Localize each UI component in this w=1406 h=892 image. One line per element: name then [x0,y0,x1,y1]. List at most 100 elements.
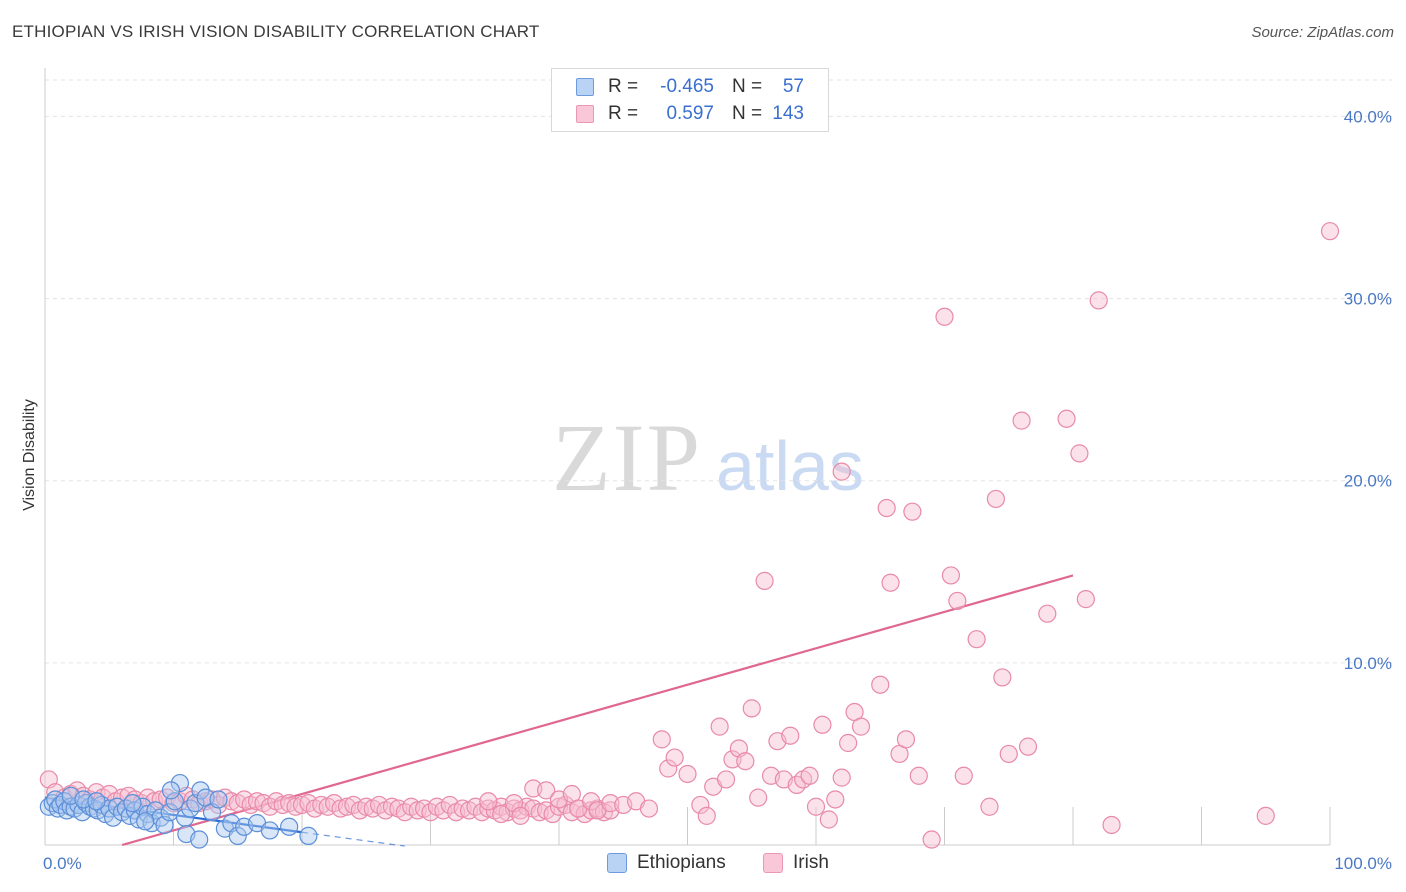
irish-point [716,770,736,789]
irish-point [832,768,851,787]
irish-point [826,790,845,809]
irish-point [691,795,710,815]
legend-swatch-ethiopians [607,853,627,873]
irish-point [941,566,961,585]
irish-point [710,717,729,736]
irish-point [832,462,851,481]
ethiopians-point [209,790,228,809]
x-tick-label: 0.0% [43,854,82,873]
irish-point [582,792,601,811]
legend-label-irish: Irish [793,852,829,873]
irish-point [800,766,819,785]
legend-item-irish[interactable]: Irish [763,852,829,874]
irish-point [1012,411,1031,430]
legend-r-value: -0.465 [660,76,714,97]
ethiopians-point [87,792,106,811]
legend-label-ethiopians: Ethiopians [637,852,726,873]
irish-point [1320,222,1340,241]
watermark-atlas: atlas [716,427,864,505]
irish-point [1256,806,1275,825]
irish-point [1070,444,1089,463]
legend-r-label: R = [608,76,639,97]
ethiopians-point [165,792,184,811]
legend-n-label: N = [732,103,763,124]
irish-point [678,764,697,784]
legend-r-value: 0.597 [666,103,714,124]
irish-point [813,715,832,734]
irish-point [1038,604,1057,623]
ethiopians-point [280,817,299,836]
ethiopians-point [228,826,247,845]
legend-n-label: N = [732,76,763,97]
legend-r-label: R = [608,103,639,124]
irish-point [896,730,916,749]
irish-point [851,717,871,736]
irish-point [986,489,1006,509]
irish-point [537,781,556,800]
legend-swatch-irish [763,853,783,873]
source-label: Source: ZipAtlas.com [1251,24,1394,41]
irish-point [993,668,1012,687]
irish-point [903,502,922,521]
legend-row-irish: R = 0.597 N = 143 [576,101,804,127]
irish-point [999,744,1018,764]
legend-swatch-ethiopians [576,78,594,96]
irish-point [511,806,530,825]
data-points [39,222,1340,849]
irish-point [742,699,761,718]
irish-point [1102,815,1121,835]
irish-point [492,804,511,824]
axes [44,68,1331,846]
x-tick-label: 100.0% [1334,854,1392,873]
irish-point [594,803,614,822]
ethiopians-point [181,799,200,818]
irish-point [1076,590,1095,609]
ethiopians-trend-extension [301,831,405,847]
legend-item-ethiopians[interactable]: Ethiopians [607,852,726,874]
irish-point [749,788,768,807]
irish-point [871,675,890,694]
watermark-zip: ZIP [552,404,702,511]
irish-point [479,792,498,811]
irish-point [755,571,774,590]
irish-point [935,307,954,326]
irish-point [967,630,986,649]
irish-point [948,591,967,611]
series-legend: Ethiopians Irish [0,852,1406,878]
irish-point [665,748,684,767]
ethiopians-point [299,826,318,845]
y-tick-label: 10.0% [1344,654,1392,673]
ethiopians-point [123,794,142,813]
irish-point [819,810,838,829]
irish-point [652,730,671,749]
y-tick-label: 30.0% [1344,290,1392,309]
irish-point [881,573,900,592]
irish-point [877,498,896,518]
gridlines [45,79,1392,664]
irish-point [697,806,716,825]
legend-n-value: 57 [782,76,804,97]
irish-point [954,766,973,785]
ethiopians-point [107,797,127,816]
correlation-legend: R = -0.465 N = 57 R = 0.597 N = 143 [551,68,829,132]
ethiopians-point [161,781,181,800]
legend-row-ethiopians: R = -0.465 N = 57 [576,74,804,100]
irish-point [736,752,755,771]
y-tick-label: 40.0% [1344,107,1392,126]
ethiopians-point [260,821,279,840]
ethiopians-point [190,830,209,849]
irish-point [639,799,659,818]
irish-point [922,830,941,849]
ethiopians-point [136,812,155,831]
irish-point [1057,409,1076,428]
irish-point [839,733,858,753]
watermark: ZIP atlas [552,404,864,511]
chart-title: ETHIOPIAN VS IRISH VISION DISABILITY COR… [12,22,540,41]
tick-labels: 10.0% 20.0% 30.0% 40.0% 0.0% 100.0% [43,107,1392,873]
y-tick-label: 20.0% [1344,472,1392,491]
legend-n-value: 143 [772,103,804,124]
irish-point [781,726,800,745]
irish-point [1018,737,1038,756]
y-axis-label: Vision Disability [21,399,38,511]
